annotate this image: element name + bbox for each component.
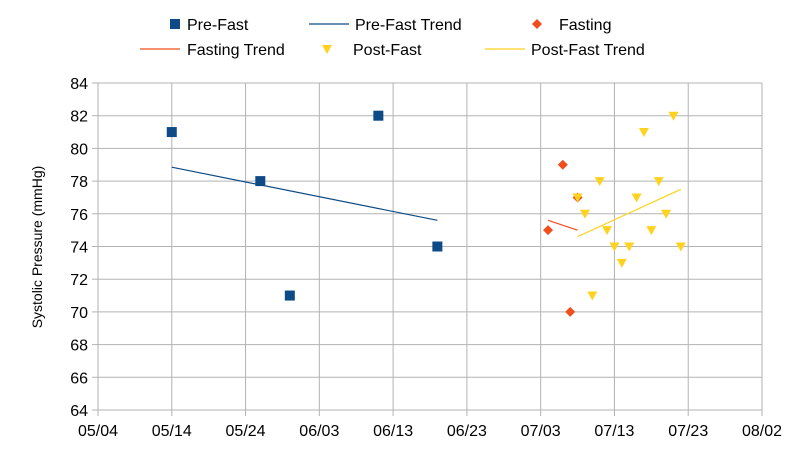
post-fast-point: [624, 242, 635, 252]
y-tick-label: 82: [70, 109, 88, 126]
pre-fast-point: [284, 290, 295, 301]
fasting-point: [565, 306, 576, 317]
y-tick-label: 72: [70, 272, 88, 289]
x-tick-label: 06/13: [373, 423, 413, 440]
post-fast-point: [602, 226, 613, 236]
pre-fast-point: [373, 110, 384, 121]
legend-fasting-trend-label: Fasting Trend: [187, 42, 285, 59]
x-tick-label: 05/04: [78, 423, 118, 440]
grid: [97, 82, 763, 416]
post-fast-point: [609, 242, 620, 252]
x-tick-label: 05/14: [152, 423, 192, 440]
y-tick-label: 84: [70, 76, 88, 93]
post-fast-point: [594, 177, 605, 187]
post-fast-point: [616, 258, 627, 268]
x-tick-label: 06/23: [447, 423, 487, 440]
post-fast-point: [646, 226, 657, 236]
legend-post-fast-label: Post-Fast: [353, 42, 422, 59]
y-axis-label: Systolic Pressure (mmHg): [29, 166, 45, 329]
x-tick-label: 08/02: [742, 423, 782, 440]
pre-fast-point: [166, 127, 177, 138]
trend-lines: [171, 166, 682, 238]
legend-post-fast-trend-label: Post-Fast Trend: [531, 42, 645, 59]
x-tick-label: 07/13: [594, 423, 634, 440]
pre-fast-point: [432, 241, 443, 252]
post-fast-point: [675, 242, 686, 252]
legend-fasting-label: Fasting: [559, 17, 611, 34]
axes: [92, 82, 98, 411]
y-tick-label: 70: [70, 305, 88, 322]
y-tick-label: 74: [70, 240, 88, 257]
fasting-point: [557, 159, 568, 170]
y-tick-label: 64: [70, 403, 88, 420]
x-tick-label: 07/03: [521, 423, 561, 440]
post-fast-point: [653, 177, 664, 187]
post-fast-point: [631, 193, 642, 203]
y-tick-label: 78: [70, 174, 88, 191]
fasting-trend-line: [547, 219, 578, 231]
post-fast-point: [579, 209, 590, 219]
pre-fast-trend-line: [171, 166, 438, 221]
post-fast-point: [668, 111, 679, 121]
post-fast-point: [587, 291, 598, 301]
data-points: [166, 110, 686, 317]
legend-pre-fast-trend-label: Pre-Fast Trend: [355, 17, 462, 34]
legend-fasting-swatch: [532, 19, 542, 29]
x-tick-label: 06/03: [299, 423, 339, 440]
fasting-point: [543, 225, 554, 236]
y-tick-label: 66: [70, 370, 88, 387]
legend: Pre-Fast Pre-Fast Trend Fasting Fasting Tre…: [140, 17, 645, 59]
tick-labels: 64 66 68 70 72 74 76 78 80 82 84 05/04 05/14 05/24 06/…: [70, 76, 782, 440]
x-tick-label: 05/24: [226, 423, 266, 440]
pre-fast-point: [255, 176, 266, 187]
y-tick-label: 76: [70, 207, 88, 224]
legend-pre-fast-label: Pre-Fast: [187, 17, 249, 34]
post-fast-trend-line: [577, 188, 682, 238]
post-fast-point: [572, 193, 583, 203]
y-tick-label: 68: [70, 338, 88, 355]
legend-pre-fast-swatch: [170, 19, 180, 29]
legend-post-fast-swatch: [322, 45, 332, 54]
post-fast-point: [661, 209, 672, 219]
x-tick-label: 07/23: [668, 423, 708, 440]
y-tick-label: 80: [70, 141, 88, 158]
post-fast-point: [638, 128, 649, 138]
